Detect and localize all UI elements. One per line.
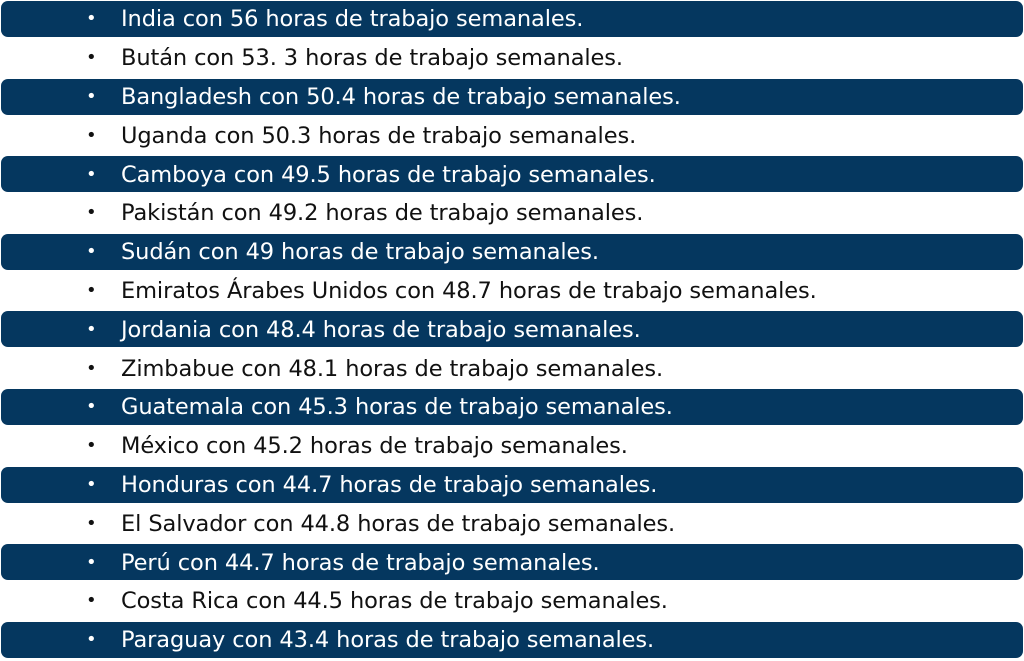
list-item: • Honduras con 44.7 horas de trabajo sema… [0,466,1024,505]
bullet-icon: • [86,396,97,418]
list-item: • Sudán con 49 horas de trabajo semanales… [0,233,1024,272]
list-item: • India con 56 horas de trabajo semanales… [0,0,1024,39]
bullet-icon: • [86,202,97,224]
list-item-text: Bután con 53. 3 horas de trabajo semanal… [121,45,623,72]
list-item-text: Perú con 44.7 horas de trabajo semanales… [121,549,600,576]
list-item: • Jordania con 48.4 horas de trabajo sema… [0,310,1024,349]
bullet-icon: • [86,124,97,146]
bullet-icon: • [86,551,97,573]
list-item: • Emiratos Árabes Unidos con 48.7 horas d… [0,272,1024,311]
bullet-icon: • [86,629,97,651]
bullet-icon: • [86,590,97,612]
list-item-text: El Salvador con 44.8 horas de trabajo se… [121,510,676,537]
list-item: • Zimbabue con 48.1 horas de trabajo sema… [0,349,1024,388]
list-item: • Costa Rica con 44.5 horas de trabajo se… [0,582,1024,621]
list-item-text: Jordania con 48.4 horas de trabajo seman… [121,316,641,343]
list-item-text: Costa Rica con 44.5 horas de trabajo sem… [121,588,668,615]
bullet-icon: • [86,279,97,301]
list-item-text: Pakistán con 49.2 horas de trabajo seman… [121,200,644,227]
bullet-icon: • [86,85,97,107]
list-item: • Bután con 53. 3 horas de trabajo semana… [0,39,1024,78]
list-item-text: Guatemala con 45.3 horas de trabajo sema… [121,394,673,421]
bullet-icon: • [86,357,97,379]
list-item: • Bangladesh con 50.4 horas de trabajo se… [0,78,1024,117]
list-item: • Camboya con 49.5 horas de trabajo seman… [0,155,1024,194]
bullet-icon: • [86,241,97,263]
list-item: • Uganda con 50.3 horas de trabajo semana… [0,116,1024,155]
list-item-text: Bangladesh con 50.4 horas de trabajo sem… [121,83,681,110]
list-item-text: Zimbabue con 48.1 horas de trabajo seman… [121,355,664,382]
list-item-text: India con 56 horas de trabajo semanales. [121,6,584,33]
list-item: • Perú con 44.7 horas de trabajo semanale… [0,543,1024,582]
list-item-text: Honduras con 44.7 horas de trabajo seman… [121,471,658,498]
bullet-icon: • [86,163,97,185]
bullet-icon: • [86,473,97,495]
list-item: • El Salvador con 44.8 horas de trabajo s… [0,504,1024,543]
list-item-text: Paraguay con 43.4 horas de trabajo seman… [121,627,655,654]
list-item: • Pakistán con 49.2 horas de trabajo sema… [0,194,1024,233]
list-item-text: México con 45.2 horas de trabajo semanal… [121,433,628,460]
list-item: • México con 45.2 horas de trabajo semana… [0,427,1024,466]
list-item: • Paraguay con 43.4 horas de trabajo sema… [0,621,1024,660]
bullet-icon: • [86,47,97,69]
bullet-icon: • [86,512,97,534]
list-item-text: Camboya con 49.5 horas de trabajo semana… [121,161,656,188]
bullet-icon: • [86,318,97,340]
list-item-text: Emiratos Árabes Unidos con 48.7 horas de… [121,277,817,304]
list-item: • Guatemala con 45.3 horas de trabajo sem… [0,388,1024,427]
list-item-text: Sudán con 49 horas de trabajo semanales. [121,239,599,266]
list-item-text: Uganda con 50.3 horas de trabajo semanal… [121,122,637,149]
bullet-icon: • [86,8,97,30]
bullet-icon: • [86,435,97,457]
